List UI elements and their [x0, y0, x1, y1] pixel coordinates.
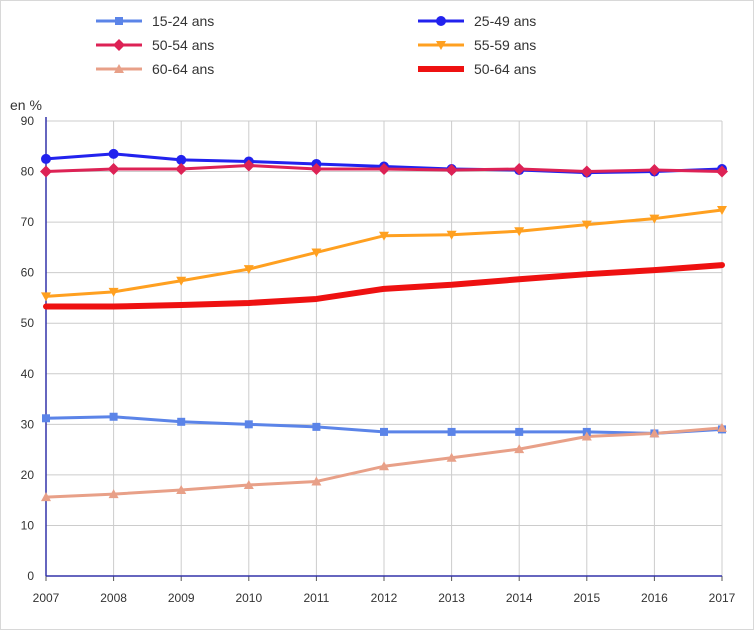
legend-label: 55-59 ans: [474, 37, 536, 53]
data-point-60-64-ans: [581, 431, 592, 441]
y-tick-label: 90: [21, 114, 35, 128]
y-axis-label: en %: [10, 97, 42, 113]
x-tick-label: 2011: [303, 591, 329, 605]
y-tick-label: 30: [21, 417, 35, 431]
legend-label: 50-64 ans: [474, 61, 536, 77]
y-tick-label: 20: [21, 468, 35, 482]
legend: 15-24 ans 25-49 ans 50-54 ans 55-59 ans 60-6…: [96, 13, 536, 77]
data-point-50-54-ans: [175, 163, 188, 176]
data-point-55-59-ans: [379, 231, 389, 241]
data-point-50-54-ans: [40, 165, 52, 178]
data-point-15-24-ans: [312, 422, 321, 431]
data-point-55-59-ans: [514, 227, 525, 237]
data-point-50-54-ans: [580, 165, 593, 178]
x-tick-label: 2009: [168, 591, 195, 605]
legend-label: 25-49 ans: [474, 13, 536, 29]
y-tick-label: 40: [21, 367, 35, 381]
legend-marker: [115, 17, 123, 25]
y-tick-label: 50: [21, 316, 35, 330]
data-point-60-64-ans: [311, 476, 322, 486]
data-point-60-64-ans: [176, 485, 187, 495]
data-point-25-49-ans: [176, 154, 187, 165]
legend-item-50-64-ans[interactable]: 50-64 ans: [418, 61, 536, 77]
data-point-50-54-ans: [513, 163, 526, 176]
legend-item-50-54-ans[interactable]: 50-54 ans: [96, 37, 214, 53]
series-line-50-64-ans: [43, 262, 725, 310]
data-point-50-54-ans: [378, 163, 390, 176]
data-point-60-64-ans: [243, 480, 254, 489]
data-point-50-54-ans: [242, 159, 255, 172]
data-point-50-54-ans: [310, 163, 323, 176]
x-tick-label: 2007: [33, 591, 60, 605]
axes: 0 10 20 30 40 50 60 70 80 90 2007 2008 2009 2010 2011 2…: [21, 114, 736, 605]
data-point-60-64-ans: [514, 444, 525, 454]
legend-marker: [114, 64, 124, 73]
data-point-55-59-ans: [581, 220, 592, 230]
data-point-50-54-ans: [445, 164, 458, 177]
data-point-50-54-ans: [107, 163, 120, 176]
series-markers: [40, 148, 728, 502]
legend-item-60-64-ans[interactable]: 60-64 ans: [96, 61, 214, 77]
legend-label: 50-54 ans: [152, 37, 214, 53]
data-point-50-54-ans: [716, 165, 728, 178]
y-tick-label: 10: [21, 518, 35, 532]
data-point-55-59-ans: [717, 205, 727, 215]
data-point-50-54-ans: [648, 164, 661, 177]
legend-label: 60-64 ans: [152, 61, 214, 77]
data-point-55-59-ans: [176, 276, 187, 286]
data-point-55-59-ans: [108, 287, 119, 297]
data-point-25-49-ans: [108, 148, 119, 159]
data-point-15-24-ans: [42, 414, 50, 423]
data-point-15-24-ans: [380, 427, 388, 436]
data-point-55-59-ans: [311, 248, 322, 258]
data-point-25-49-ans: [41, 153, 51, 164]
x-tick-label: 2016: [641, 591, 668, 605]
data-point-60-64-ans: [379, 461, 389, 471]
data-point-55-59-ans: [243, 265, 254, 275]
x-tick-label: 2012: [371, 591, 398, 605]
data-point-15-24-ans: [244, 420, 253, 429]
data-point-55-59-ans: [41, 292, 51, 302]
legend-item-25-49-ans[interactable]: 25-49 ans: [418, 13, 536, 29]
data-point-55-59-ans: [446, 230, 457, 240]
data-point-55-59-ans: [649, 214, 660, 224]
data-point-60-64-ans: [446, 452, 457, 462]
x-tick-label: 2015: [573, 591, 600, 605]
x-tick-label: 2008: [100, 591, 127, 605]
y-tick-label: 0: [27, 569, 34, 583]
x-tick-label: 2013: [438, 591, 465, 605]
y-tick-label: 60: [21, 266, 35, 280]
data-point-15-24-ans: [109, 412, 118, 421]
y-tick-label: 80: [21, 165, 35, 179]
legend-label: 15-24 ans: [152, 13, 214, 29]
legend-marker: [113, 39, 125, 51]
data-point-60-64-ans: [41, 492, 51, 502]
data-point-60-64-ans: [649, 428, 660, 438]
legend-marker: [436, 16, 446, 26]
y-tick-label: 70: [21, 215, 35, 229]
x-tick-label: 2017: [709, 591, 736, 605]
data-point-15-24-ans: [177, 417, 186, 426]
grid: [45, 120, 723, 577]
data-point-15-24-ans: [447, 427, 456, 436]
legend-marker: [436, 41, 446, 50]
legend-item-55-59-ans[interactable]: 55-59 ans: [418, 37, 536, 53]
x-tick-label: 2010: [235, 591, 262, 605]
data-point-60-64-ans: [717, 422, 727, 432]
data-point-15-24-ans: [515, 427, 524, 436]
x-tick-label: 2014: [506, 591, 533, 605]
data-point-60-64-ans: [108, 489, 119, 499]
legend-item-15-24-ans[interactable]: 15-24 ans: [96, 13, 214, 29]
